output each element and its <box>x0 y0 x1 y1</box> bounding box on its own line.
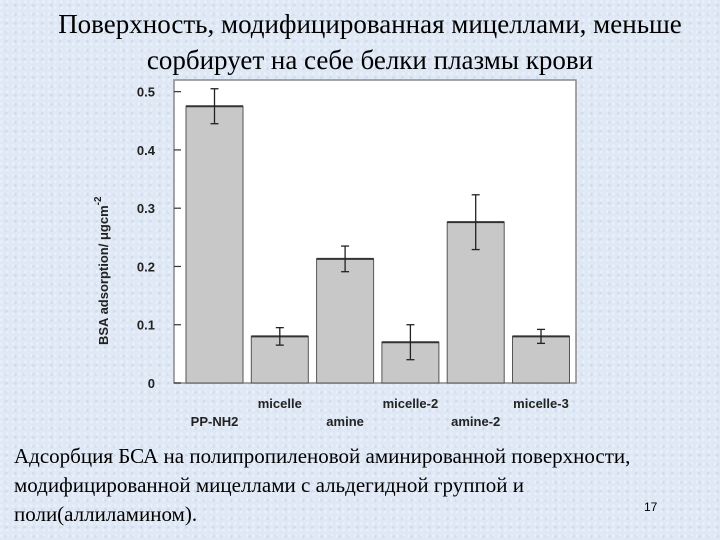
y-axis-label: BSA adsorption/ μgcm-2 <box>93 196 111 345</box>
y-tick-label-5: 0.5 <box>137 85 155 100</box>
bar-PP-NH2 <box>185 105 244 384</box>
slide-title-line-1: Поверхность, модифицированная мицеллами,… <box>58 9 682 39</box>
x-tick-label-micelle-3: micelle-3 <box>513 396 569 411</box>
figure-caption: Адсорбция БСА на полипропиленовой аминир… <box>14 444 631 526</box>
x-tick-label-micelle: micelle <box>258 396 302 411</box>
y-axis-label-text: BSA adsorption/ μgcm <box>96 205 111 345</box>
bar-micelle-3 <box>512 335 570 384</box>
y-tick-label-3: 0.3 <box>137 201 155 216</box>
y-tick-label-2: 0.2 <box>137 259 155 274</box>
y-tick-label-4: 0.4 <box>137 143 156 158</box>
y-tick-label-1: 0.1 <box>137 318 155 333</box>
x-tick-label-amine: amine <box>326 414 364 429</box>
x-tick-label-PP-NH2: PP-NH2 <box>191 414 239 429</box>
bar-amine <box>316 258 375 384</box>
bar-chart: 0 0.1 0.2 0.3 0.4 0.5 PP-NH2 micelle amine micel… <box>93 79 577 429</box>
page-number: 17 <box>644 500 658 514</box>
x-tick-label-amine-2: amine-2 <box>451 414 500 429</box>
x-tick-label-micelle-2: micelle-2 <box>383 396 439 411</box>
y-axis-label-superscript: -2 <box>93 196 104 205</box>
slide-title-line-2: сорбирует на себе белки плазмы крови <box>146 45 594 75</box>
slide-title: Поверхность, модифицированная мицеллами,… <box>40 6 700 78</box>
y-tick-label-0: 0 <box>148 376 155 391</box>
